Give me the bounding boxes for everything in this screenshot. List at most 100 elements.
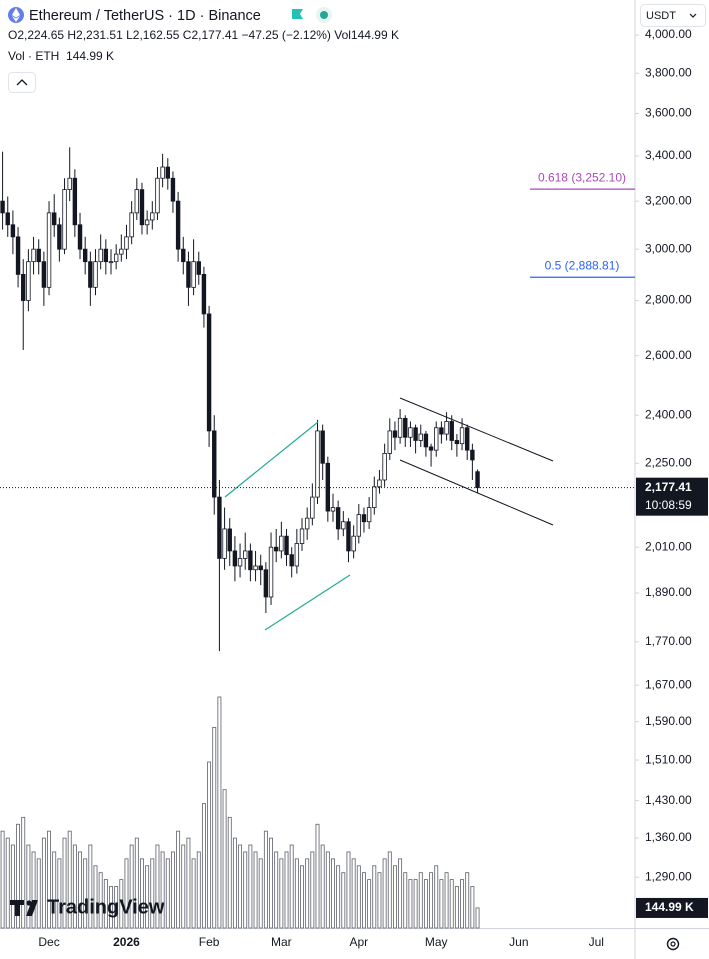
y-tick-label: 1,590.00 — [645, 714, 692, 728]
volume-bar — [52, 851, 57, 929]
volume-bar — [201, 803, 206, 929]
candle-body — [397, 417, 403, 438]
collapse-button[interactable] — [8, 72, 36, 93]
volume-bar — [232, 837, 237, 929]
candle-body — [413, 427, 418, 441]
volume-bar — [93, 865, 98, 929]
y-tick-label: 2,250.00 — [645, 455, 692, 469]
volume-bar — [145, 865, 150, 929]
candle-body — [36, 248, 41, 263]
candle-body — [206, 313, 212, 432]
volume-bar — [67, 830, 72, 929]
watermark-text: TradingView — [47, 896, 165, 918]
volume-bar — [418, 872, 423, 929]
candle-body — [186, 261, 191, 288]
candle-body — [46, 212, 52, 288]
candle-body — [139, 189, 145, 226]
candle-body — [403, 417, 408, 438]
currency-dropdown[interactable] — [640, 4, 706, 27]
candle-body — [10, 224, 16, 238]
candle-body — [263, 569, 269, 598]
candle-body — [119, 248, 124, 255]
volume-bar — [207, 761, 212, 929]
volume-bar — [57, 858, 62, 929]
candle-body — [15, 236, 21, 275]
volume-legend: Vol · ETH 144.99 K — [8, 49, 114, 63]
volume-bar — [382, 858, 387, 929]
gear-icon — [666, 937, 680, 951]
candle-body — [392, 430, 398, 438]
volume-bar — [289, 844, 294, 929]
x-tick-label: Jun — [509, 935, 528, 949]
candle-body — [232, 550, 238, 567]
candle-body — [175, 200, 181, 250]
volume-bar — [72, 844, 77, 929]
status-dot — [320, 11, 328, 19]
parallel-channel — [399, 397, 554, 526]
volume-bar — [243, 851, 248, 929]
volume-bar — [434, 865, 439, 929]
candle-body — [196, 261, 201, 275]
volume-bar — [134, 837, 139, 929]
candle-body — [72, 177, 78, 226]
volume-bar — [140, 858, 144, 929]
candle-body — [113, 253, 119, 263]
watermark: TradingView — [10, 896, 165, 918]
fib-label: 0.5 (2,888.81) — [545, 258, 620, 272]
candle-body — [387, 430, 392, 454]
candle-body — [150, 212, 155, 221]
volume-bar — [217, 696, 222, 929]
chevron-icon — [16, 79, 28, 86]
volume-bar — [460, 879, 465, 929]
candle-body — [428, 446, 434, 451]
y-tick-label: 3,200.00 — [645, 193, 692, 207]
volume-bar — [423, 879, 428, 929]
volume-bar — [238, 844, 243, 929]
y-tick-label: 3,800.00 — [645, 65, 692, 79]
volume-bar — [16, 823, 21, 929]
candle-body — [21, 273, 26, 301]
volume-bar — [284, 851, 289, 929]
candle-body — [160, 166, 165, 179]
volume-bar — [300, 865, 304, 929]
candle-body — [253, 565, 258, 571]
channel-line — [399, 397, 554, 462]
volume-bar — [129, 844, 134, 929]
candle-body — [77, 224, 83, 250]
y-tick-label: 1,290.00 — [645, 869, 692, 883]
volume-bar — [403, 872, 408, 929]
volume-bar — [114, 886, 119, 929]
volume-bar — [362, 872, 366, 929]
last-volume-label: 144.99 K — [645, 900, 694, 914]
volume-bar — [398, 858, 403, 929]
candle-body — [165, 166, 170, 179]
candle-body — [82, 248, 88, 263]
x-tick-label: May — [425, 935, 448, 949]
settings-button[interactable] — [666, 937, 680, 951]
candle-body — [377, 479, 382, 488]
volume-bar — [325, 851, 330, 929]
volume-bar — [36, 858, 41, 929]
volume-bar — [47, 830, 51, 929]
candle-body — [258, 565, 263, 571]
channel-line — [264, 574, 351, 631]
candle-body — [475, 471, 480, 489]
volume-bar — [320, 844, 325, 929]
candle-body — [320, 430, 325, 464]
volume-bar — [109, 886, 113, 929]
y-tick-label: 3,600.00 — [645, 106, 692, 120]
y-tick-label: 1,670.00 — [645, 677, 692, 691]
volume-bar — [165, 858, 170, 929]
volume-bar — [305, 858, 310, 929]
candle-body — [470, 449, 475, 461]
volume-bar — [449, 879, 454, 929]
volume-bar — [465, 872, 470, 929]
last-volume-box — [636, 897, 708, 918]
candle-body — [144, 219, 150, 226]
candle-body — [465, 427, 470, 451]
flag-icon[interactable] — [292, 9, 303, 19]
volume-bar — [346, 851, 351, 929]
candle-body — [279, 535, 284, 552]
ohlc-legend: O2,224.65 H2,231.51 L2,162.55 C2,177.41 … — [8, 28, 399, 42]
